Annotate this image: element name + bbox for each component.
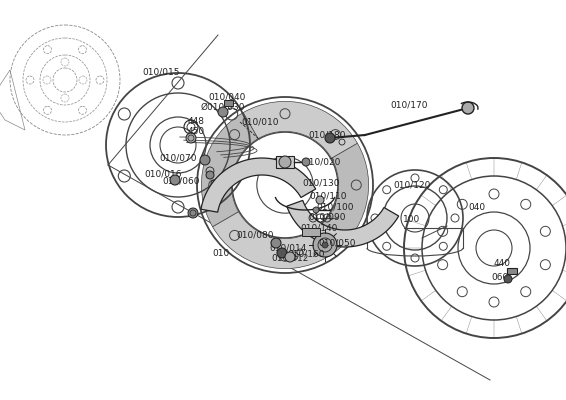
- Circle shape: [271, 238, 281, 248]
- Circle shape: [285, 252, 295, 262]
- Text: 010/050: 010/050: [318, 238, 355, 248]
- Circle shape: [218, 107, 228, 117]
- Text: 010/170: 010/170: [390, 100, 427, 110]
- Wedge shape: [312, 143, 368, 257]
- Text: 100: 100: [403, 216, 420, 224]
- Text: 010/100: 010/100: [316, 202, 354, 212]
- Text: 010/090: 010/090: [308, 212, 345, 222]
- Circle shape: [277, 248, 287, 258]
- Text: 010/180: 010/180: [308, 130, 345, 140]
- Circle shape: [279, 156, 291, 168]
- Text: 010/110: 010/110: [309, 192, 346, 200]
- Text: 010/060: 010/060: [162, 176, 199, 186]
- Circle shape: [302, 158, 310, 166]
- Text: 010/120: 010/120: [393, 180, 430, 190]
- FancyBboxPatch shape: [224, 100, 233, 106]
- Text: 010/040: 010/040: [208, 92, 246, 102]
- Text: 010/016: 010/016: [144, 170, 182, 178]
- Circle shape: [316, 196, 324, 204]
- Circle shape: [188, 208, 198, 218]
- Text: 010/020: 010/020: [303, 158, 340, 166]
- Text: 010/080: 010/080: [236, 230, 273, 240]
- Circle shape: [325, 133, 335, 143]
- Circle shape: [206, 171, 214, 179]
- Text: 010/010: 010/010: [241, 118, 278, 126]
- Text: 010/015: 010/015: [142, 68, 179, 76]
- Text: Ø010/030: Ø010/030: [201, 102, 246, 112]
- Wedge shape: [243, 102, 357, 158]
- Circle shape: [504, 275, 512, 283]
- Text: 010/160: 010/160: [287, 250, 324, 258]
- Text: 010/130: 010/130: [302, 178, 340, 188]
- Text: 448: 448: [188, 118, 205, 126]
- Circle shape: [200, 155, 210, 165]
- FancyBboxPatch shape: [302, 228, 320, 236]
- Text: 440: 440: [494, 260, 511, 268]
- FancyBboxPatch shape: [507, 268, 517, 274]
- Text: 060: 060: [491, 274, 508, 282]
- Text: 010/014: 010/014: [269, 244, 306, 252]
- Text: 450: 450: [188, 128, 205, 136]
- Circle shape: [313, 207, 319, 213]
- Text: 010/012: 010/012: [271, 254, 308, 262]
- Wedge shape: [213, 212, 327, 268]
- Circle shape: [186, 133, 196, 143]
- Wedge shape: [201, 113, 258, 227]
- Text: 040: 040: [468, 204, 485, 212]
- Circle shape: [313, 233, 337, 257]
- Circle shape: [462, 102, 474, 114]
- Text: 010: 010: [212, 248, 229, 258]
- Circle shape: [170, 175, 180, 185]
- Text: 010/070: 010/070: [159, 154, 196, 162]
- Polygon shape: [201, 158, 316, 212]
- Text: 010/140: 010/140: [300, 224, 337, 232]
- Polygon shape: [287, 200, 398, 247]
- FancyBboxPatch shape: [276, 156, 294, 168]
- Circle shape: [322, 242, 328, 248]
